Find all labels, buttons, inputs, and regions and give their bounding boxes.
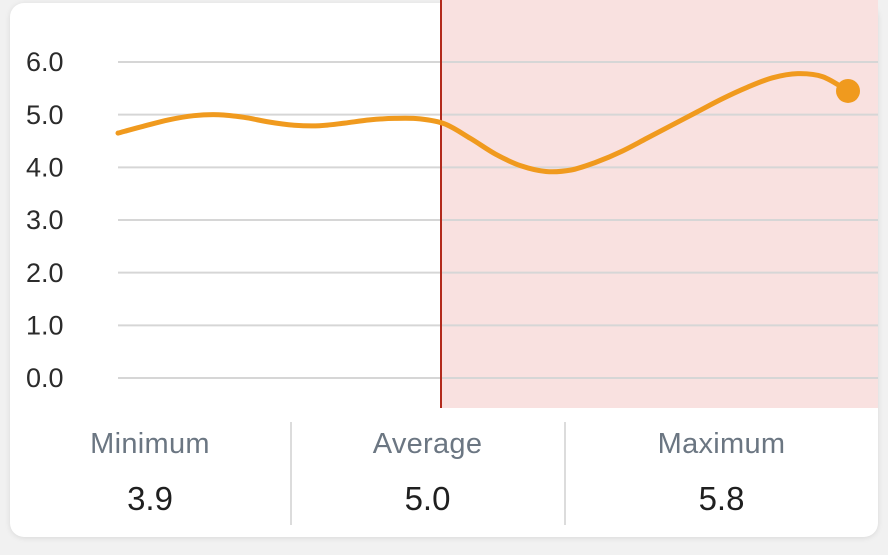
y-tick-label: 4.0 bbox=[26, 152, 64, 182]
y-tick-label: 2.0 bbox=[26, 258, 64, 288]
stat-maximum: Maximum 5.8 bbox=[565, 410, 878, 537]
stat-minimum-value: 3.9 bbox=[127, 480, 173, 517]
line-chart: 6.0 5.0 4.0 3.0 2.0 1.0 0.0 bbox=[26, 0, 878, 408]
y-tick-label: 3.0 bbox=[26, 205, 64, 235]
y-tick-label: 1.0 bbox=[26, 310, 64, 340]
highlight-region bbox=[441, 0, 878, 408]
stat-minimum-label: Minimum bbox=[90, 428, 210, 460]
stats-row: Minimum 3.9 Average 5.0 Maximum 5.8 bbox=[10, 410, 878, 537]
stat-average: Average 5.0 bbox=[290, 410, 565, 537]
stat-average-value: 5.0 bbox=[404, 480, 451, 517]
stat-divider bbox=[290, 422, 292, 525]
series-end-point bbox=[836, 78, 860, 103]
y-tick-label: 6.0 bbox=[26, 47, 64, 77]
y-tick-label: 0.0 bbox=[26, 363, 64, 393]
stat-average-label: Average bbox=[372, 428, 483, 460]
stat-minimum: Minimum 3.9 bbox=[10, 410, 290, 537]
stat-divider bbox=[564, 422, 566, 525]
stat-maximum-value: 5.8 bbox=[698, 480, 745, 517]
series-line bbox=[115, 71, 851, 175]
y-tick-label: 5.0 bbox=[26, 100, 64, 130]
stat-maximum-label: Maximum bbox=[657, 428, 786, 460]
